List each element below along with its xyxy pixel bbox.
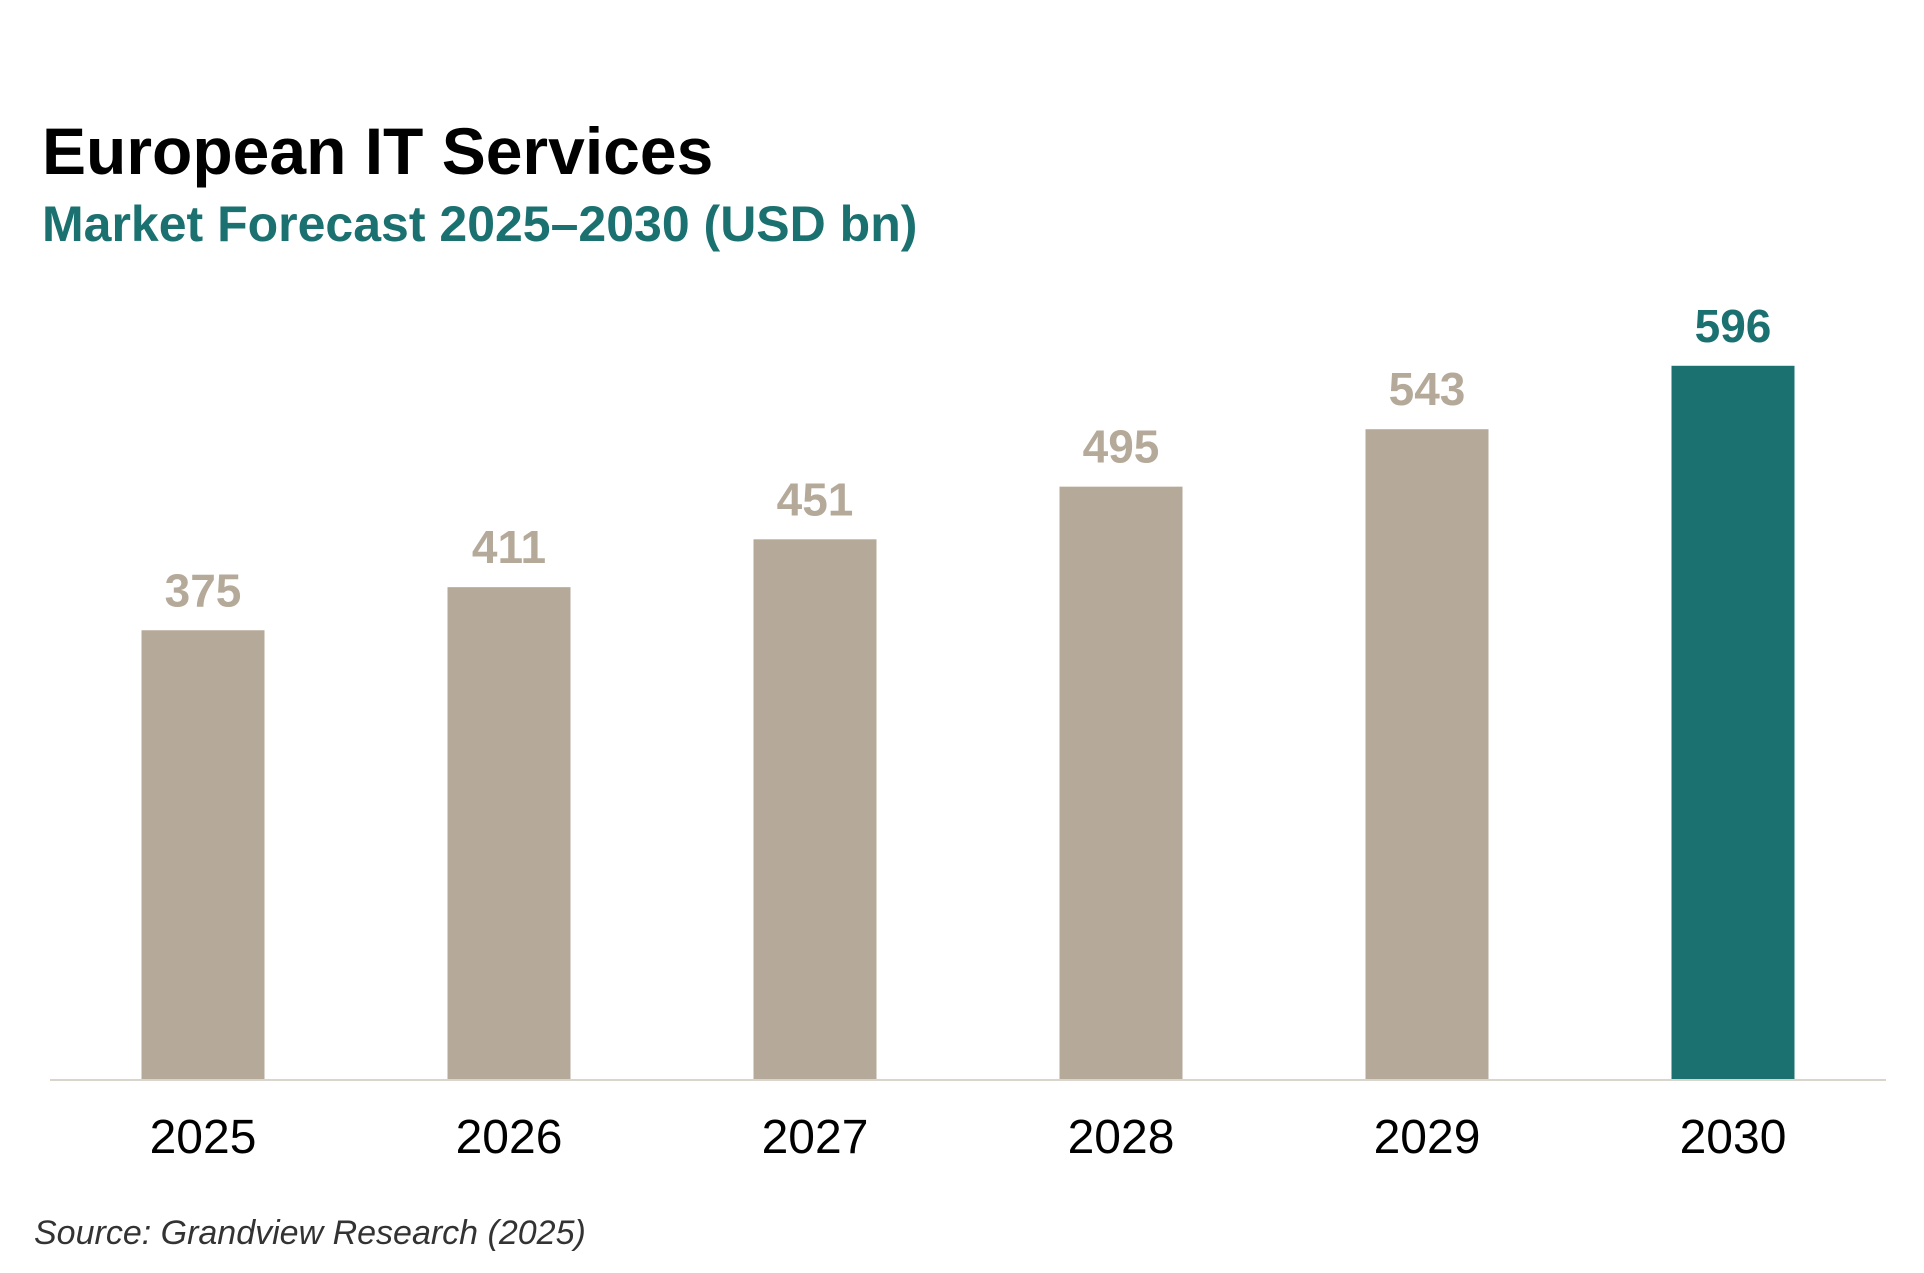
value-label-2025: 375 — [165, 564, 242, 616]
x-tick-label-2028: 2028 — [1068, 1111, 1175, 1164]
x-tick-label-2027: 2027 — [762, 1111, 869, 1164]
chart-subtitle: Market Forecast 2025–2030 (USD bn) — [42, 196, 918, 252]
bar-2030 — [1671, 365, 1795, 1080]
bar-2027 — [753, 539, 877, 1079]
x-tick-labels-group: 2025 2026 2027 2028 2029 2030 — [150, 1111, 1787, 1164]
bars-group — [141, 365, 1795, 1080]
value-label-2028: 495 — [1083, 421, 1160, 473]
chart-title: European IT Services — [42, 114, 714, 188]
value-label-2029: 543 — [1389, 363, 1466, 415]
x-tick-label-2030: 2030 — [1680, 1111, 1787, 1164]
source-note: Source: Grandview Research (2025) — [34, 1214, 586, 1252]
bar-2029 — [1365, 429, 1489, 1080]
value-labels-group: 375 411 451 495 543 596 — [165, 300, 1772, 616]
bar-2025 — [141, 630, 265, 1079]
value-label-2027: 451 — [777, 473, 854, 525]
x-tick-label-2029: 2029 — [1374, 1111, 1481, 1164]
bar-2028 — [1059, 486, 1183, 1079]
x-tick-label-2026: 2026 — [456, 1111, 563, 1164]
value-label-2026: 411 — [472, 521, 546, 573]
bar-2026 — [447, 587, 571, 1079]
value-label-2030: 596 — [1695, 300, 1772, 352]
x-tick-label-2025: 2025 — [150, 1111, 257, 1164]
